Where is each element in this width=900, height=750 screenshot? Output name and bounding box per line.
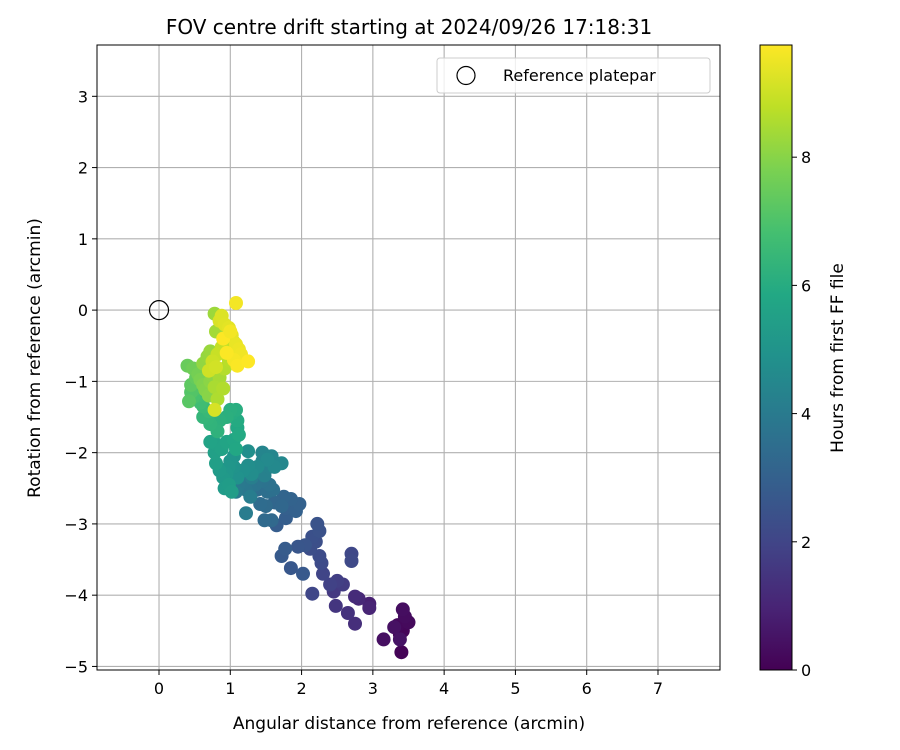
legend-label: Reference platepar (503, 66, 656, 85)
plot-frame (96, 44, 721, 671)
y-tick-label: −3 (64, 515, 88, 534)
y-tick-label: 0 (78, 301, 88, 320)
y-tick-label: −4 (64, 586, 88, 605)
scatter-point (274, 499, 289, 514)
scatter-point (348, 589, 362, 604)
y-tick-label: −1 (64, 372, 88, 391)
scatter-point (229, 442, 243, 457)
scatter-point (283, 561, 298, 576)
scatter-point (296, 566, 310, 581)
y-tick-label: 1 (78, 230, 88, 249)
x-tick-label: 1 (225, 679, 235, 698)
scatter-point (394, 645, 409, 660)
colorbar-tick-label: 8 (801, 148, 811, 167)
scatter-point (243, 489, 258, 504)
scatter-point (291, 539, 305, 554)
scatter-point (376, 632, 391, 647)
scatter-point (344, 554, 359, 568)
x-tick-label: 6 (582, 679, 592, 698)
scatter-point (387, 620, 402, 635)
scatter-point (207, 402, 222, 417)
scatter-point (253, 497, 268, 511)
x-tick-label: 5 (510, 679, 520, 698)
x-tick-label: 4 (439, 679, 449, 698)
scatter-point (362, 601, 377, 615)
scatter-point (278, 541, 293, 556)
scatter-point (323, 577, 338, 592)
scatter-point (392, 632, 407, 647)
x-axis-ticks: 0 1 2 3 4 5 6 7 (154, 670, 663, 698)
y-tick-label: −2 (64, 444, 88, 463)
scatter-point (223, 324, 238, 339)
reference-platepar-marker (148, 300, 170, 321)
scatter-point (305, 586, 320, 601)
scatter-point (278, 511, 293, 526)
scatter-point (219, 345, 234, 360)
reference-marker-group (148, 300, 170, 321)
scatter-point (395, 602, 410, 617)
legend: Reference platepar (436, 57, 711, 94)
data-points (180, 296, 416, 660)
x-tick-label: 0 (154, 679, 164, 698)
scatter-point (257, 513, 272, 528)
scatter-point (210, 392, 225, 407)
scatter-point (310, 516, 325, 531)
x-tick-label: 2 (296, 679, 306, 698)
scatter-point (348, 616, 362, 631)
scatter-point (229, 296, 243, 310)
scatter-point (241, 444, 256, 459)
colorbar-tick-label: 2 (801, 533, 811, 552)
grid (97, 45, 720, 670)
colorbar-tick-label: 6 (801, 276, 811, 295)
scatter-point (340, 606, 355, 620)
y-axis-ticks: −5 −4 −3 −2 −1 0 1 2 3 (64, 87, 97, 676)
scatter-point (209, 360, 223, 375)
scatter-point (260, 452, 275, 467)
x-tick-label: 3 (368, 679, 378, 698)
scatter-point (224, 484, 239, 499)
scatter-point (216, 381, 231, 396)
scatter-point (230, 358, 245, 373)
x-axis-label: Angular distance from reference (arcmin) (233, 714, 585, 734)
colorbar (759, 44, 793, 671)
scatter-point (328, 598, 343, 613)
legend-marker (456, 65, 476, 86)
scatter-point (239, 506, 253, 521)
y-tick-label: 2 (78, 159, 88, 178)
scatter-point (182, 394, 196, 409)
colorbar-label: Hours from first FF file (828, 263, 848, 453)
scatter-point (203, 434, 218, 449)
x-tick-label: 7 (653, 679, 663, 698)
chart-title: FOV centre drift starting at 2024/09/26 … (166, 15, 652, 39)
y-tick-label: −5 (64, 657, 88, 676)
colorbar-tick-label: 0 (801, 661, 811, 680)
scatter-point (241, 354, 256, 369)
y-axis-label: Rotation from reference (arcmin) (25, 218, 45, 498)
colorbar-tick-label: 4 (801, 405, 811, 424)
scatter-point (209, 456, 223, 471)
legend-box (436, 57, 711, 94)
colorbar-ticks: 0 2 4 6 8 (792, 148, 811, 680)
scatter-point (231, 427, 246, 442)
y-tick-label: 3 (78, 87, 88, 106)
scatter-point (316, 566, 330, 581)
